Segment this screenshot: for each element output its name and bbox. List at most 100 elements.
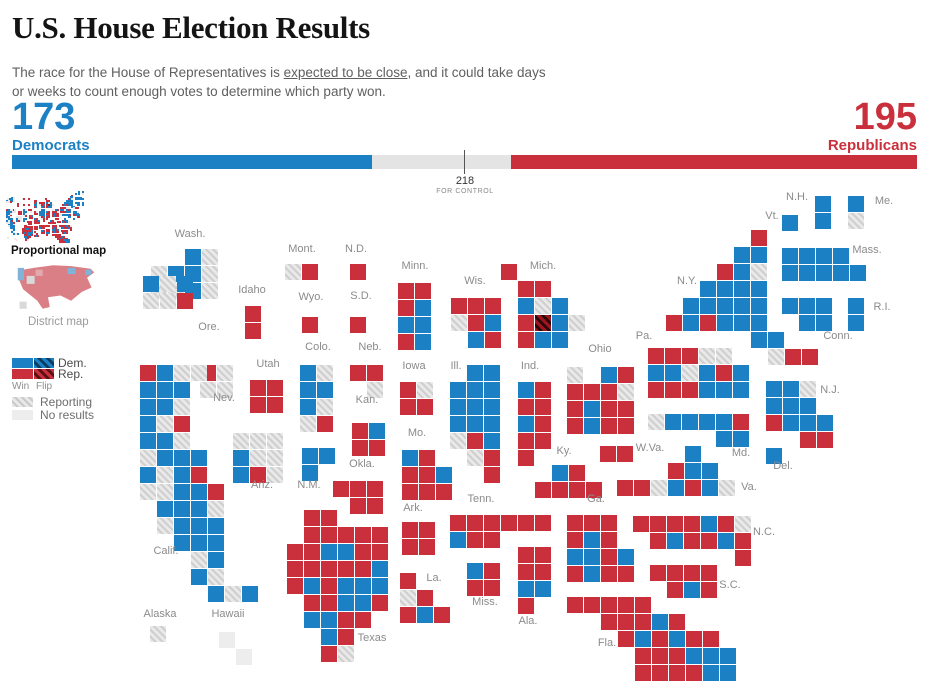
district-cell-fla[interactable] [703,665,719,681]
district-cell-mass[interactable] [816,265,832,281]
district-cell-ri[interactable] [848,298,864,314]
district-cell-ohio[interactable] [618,401,634,417]
district-cell-ga[interactable] [601,549,617,565]
district-cell-ill[interactable] [484,433,500,449]
district-cell-ariz[interactable] [250,450,266,466]
district-cell-hawaii[interactable] [236,649,252,665]
district-cell-mich[interactable] [518,315,534,331]
district-cell-wva[interactable] [617,446,633,462]
district-cell-wis[interactable] [468,315,484,331]
district-cell-texas[interactable] [338,544,354,560]
district-cell-fla[interactable] [635,631,651,647]
district-cell-calif[interactable] [140,467,156,483]
district-cell-wis[interactable] [485,332,501,348]
district-cell-calif[interactable] [208,535,224,551]
district-cell-md[interactable] [648,414,664,430]
district-cell-calif[interactable] [191,450,207,466]
district-cell-ga[interactable] [584,515,600,531]
district-cell-colo[interactable] [317,382,333,398]
district-cell-ga[interactable] [584,532,600,548]
district-cell-ind[interactable] [535,399,551,415]
district-cell-mich[interactable] [552,298,568,314]
district-cell-ind[interactable] [518,450,534,466]
district-cell-neb[interactable] [367,365,383,381]
district-cell-neb[interactable] [350,365,366,381]
district-cell-mich[interactable] [535,281,551,297]
district-cell-calif[interactable] [140,382,156,398]
district-cell-ohio[interactable] [567,418,583,434]
district-cell-fla[interactable] [652,631,668,647]
district-cell-kan[interactable] [352,423,368,439]
district-cell-tenn[interactable] [467,515,483,531]
district-cell-ark[interactable] [402,539,418,555]
district-cell-ore[interactable] [160,293,176,309]
district-cell-ill[interactable] [467,382,483,398]
district-cell-ny[interactable] [751,230,767,246]
district-cell-nh[interactable] [815,213,831,229]
district-cell-texas[interactable] [321,510,337,526]
district-cell-ohio[interactable] [618,367,634,383]
district-cell-md[interactable] [733,431,749,447]
district-cell-nj[interactable] [800,432,816,448]
district-cell-mich[interactable] [552,315,568,331]
district-cell-md[interactable] [665,414,681,430]
district-cell-fla[interactable] [601,597,617,613]
district-cell-texas[interactable] [372,527,388,543]
district-cell-pa[interactable] [716,382,732,398]
district-cell-pa[interactable] [699,365,715,381]
district-cell-ark[interactable] [402,522,418,538]
district-cell-ohio[interactable] [601,401,617,417]
district-map-option[interactable]: District map [28,316,89,328]
district-cell-ky[interactable] [586,482,602,498]
district-cell-va[interactable] [634,480,650,496]
district-cell-tenn[interactable] [484,532,500,548]
district-cell-mo[interactable] [436,484,452,500]
district-cell-nev[interactable] [217,382,233,398]
district-cell-calif[interactable] [208,552,224,568]
district-cell-nj[interactable] [817,415,833,431]
district-cell-pa[interactable] [716,365,732,381]
district-cell-ny[interactable] [717,315,733,331]
district-cell-ind[interactable] [518,399,534,415]
district-cell-ill[interactable] [450,382,466,398]
district-cell-nj[interactable] [800,398,816,414]
district-cell-texas[interactable] [355,561,371,577]
district-cell-nc[interactable] [701,516,717,532]
district-cell-sd[interactable] [350,317,366,333]
district-cell-fla[interactable] [652,665,668,681]
district-cell-minn[interactable] [415,300,431,316]
district-cell-tenn[interactable] [501,515,517,531]
district-cell-ny[interactable] [751,247,767,263]
district-cell-nc[interactable] [735,533,751,549]
district-cell-ind[interactable] [518,416,534,432]
district-cell-ill[interactable] [484,450,500,466]
district-cell-mass[interactable] [833,265,849,281]
district-cell-utah[interactable] [250,397,266,413]
district-cell-mass[interactable] [816,248,832,264]
district-cell-nc[interactable] [684,533,700,549]
district-cell-ga[interactable] [601,532,617,548]
district-cell-nc[interactable] [667,533,683,549]
district-cell-texas[interactable] [304,595,320,611]
district-cell-okla[interactable] [333,481,349,497]
district-cell-ala[interactable] [518,564,534,580]
district-cell-ny[interactable] [700,298,716,314]
district-cell-ny[interactable] [717,298,733,314]
district-cell-pa[interactable] [716,348,732,364]
district-cell-ind[interactable] [535,433,551,449]
district-cell-ind[interactable] [518,382,534,398]
district-cell-nj[interactable] [800,381,816,397]
district-cell-nj[interactable] [766,398,782,414]
district-cell-okla[interactable] [367,481,383,497]
district-cell-wis[interactable] [485,298,501,314]
district-cell-ala[interactable] [518,581,534,597]
district-cell-la[interactable] [400,573,416,589]
district-cell-la[interactable] [400,607,416,623]
district-cell-ohio[interactable] [567,401,583,417]
district-cell-calif[interactable] [157,450,173,466]
district-cell-calif[interactable] [157,467,173,483]
district-cell-wis[interactable] [451,315,467,331]
district-cell-calif[interactable] [191,552,207,568]
district-cell-texas[interactable] [321,595,337,611]
district-cell-calif[interactable] [140,365,156,381]
